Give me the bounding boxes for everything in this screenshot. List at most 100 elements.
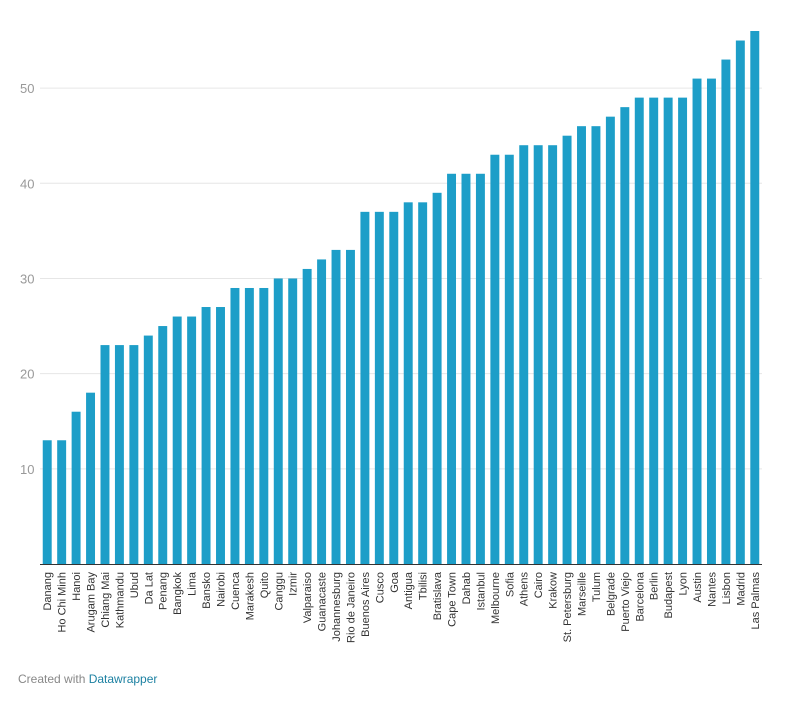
x-tick-label: Ubud <box>129 572 141 598</box>
bar <box>475 173 485 564</box>
y-tick-label: 50 <box>20 81 34 96</box>
x-tick-label: Izmir <box>288 572 300 596</box>
bar <box>331 249 341 565</box>
bar <box>129 345 139 564</box>
x-tick-label: Rio de Janeiro <box>345 572 357 643</box>
bar <box>216 307 225 564</box>
bar <box>548 145 558 564</box>
x-tick-label: Antigua <box>403 571 415 609</box>
x-tick-label: Ho Chi Minh <box>57 572 69 633</box>
bar <box>620 107 630 565</box>
x-tick-label: Berlin <box>649 572 661 600</box>
x-tick-label: Bratislava <box>432 571 444 620</box>
bar <box>490 154 500 564</box>
bar <box>461 173 471 564</box>
x-tick-label: Quito <box>259 572 271 598</box>
y-axis-ticks: 10 20 30 40 50 <box>20 81 34 477</box>
x-tick-label: Lyon <box>678 572 690 595</box>
bar <box>649 97 659 564</box>
bar <box>403 202 413 565</box>
x-tick-label: Marakesh <box>244 572 256 620</box>
x-tick-label: Johannesburg <box>331 572 343 642</box>
x-tick-label: Lisbon <box>721 572 733 604</box>
x-tick-label: Valparaiso <box>302 572 314 623</box>
bar-chart: 10 20 30 40 50 Danang Ho Chi Minh Hanoi Arugam … <box>20 31 762 643</box>
bar <box>57 440 67 564</box>
bar <box>533 145 543 564</box>
x-tick-label: St. Petersburg <box>562 572 574 642</box>
x-tick-label: Arugam Bay <box>86 572 98 633</box>
x-tick-label: Penang <box>158 572 170 610</box>
x-tick-label: Guanacaste <box>317 572 329 631</box>
x-tick-label: Chiang Mai <box>100 572 112 628</box>
x-tick-label: Barcelona <box>634 571 646 621</box>
bar <box>100 345 110 564</box>
bar <box>288 278 298 564</box>
bar <box>230 287 240 564</box>
bar <box>273 278 283 564</box>
bar <box>519 145 529 564</box>
x-tick-label: Sofia <box>504 571 516 597</box>
x-tick-label: Budapest <box>663 572 675 618</box>
bar <box>663 97 673 564</box>
bar <box>244 287 254 564</box>
bar <box>447 173 457 564</box>
x-tick-label: Kathmandu <box>114 572 126 628</box>
bar <box>42 440 52 564</box>
x-tick-label: Danang <box>42 572 54 611</box>
bar <box>345 249 355 565</box>
x-tick-label: Marseille <box>577 572 589 616</box>
y-tick-label: 20 <box>20 367 34 382</box>
bar <box>605 116 615 565</box>
footer-prefix: Created with <box>18 672 89 686</box>
x-tick-label: Las Palmas <box>750 572 762 630</box>
bar <box>634 97 644 564</box>
bar <box>721 59 731 565</box>
bar <box>71 411 81 564</box>
bar <box>317 259 327 564</box>
bar <box>562 135 572 565</box>
x-tick-label: Lima <box>187 571 199 596</box>
bar <box>143 335 153 564</box>
bar <box>86 392 96 564</box>
x-tick-label: Melbourne <box>490 572 502 624</box>
x-tick-label: Krakow <box>548 572 560 609</box>
x-tick-label: Cairo <box>533 572 545 598</box>
bar <box>360 211 370 564</box>
x-tick-label: Puerto Viejo <box>620 572 632 632</box>
x-tick-label: Istanbul <box>475 572 487 611</box>
bar <box>259 287 269 564</box>
x-tick-label: Nantes <box>706 572 718 607</box>
x-tick-label: Cuenca <box>230 571 242 610</box>
bar <box>577 126 586 564</box>
bar <box>750 31 760 564</box>
x-tick-label: Tbilisi <box>418 572 430 600</box>
x-tick-label: Cape Town <box>447 572 459 627</box>
x-tick-label: Canggu <box>273 572 285 611</box>
bar <box>389 211 399 564</box>
bar <box>187 316 197 564</box>
x-tick-label: Athens <box>519 572 531 607</box>
x-tick-label: Goa <box>389 571 401 593</box>
x-tick-label: Da Lat <box>143 572 155 604</box>
bar <box>302 268 312 564</box>
bar <box>591 126 601 564</box>
x-tick-label: Buenos Aires <box>360 572 372 637</box>
x-tick-label: Madrid <box>735 572 747 606</box>
x-tick-label: Austin <box>692 572 704 603</box>
x-tick-label: Cusco <box>374 572 386 603</box>
bar <box>735 40 745 564</box>
bar <box>158 326 168 564</box>
x-tick-label: Hanoi <box>71 572 83 601</box>
bar <box>201 307 211 564</box>
datawrapper-link[interactable]: Datawrapper <box>88 672 158 686</box>
bar <box>172 316 182 564</box>
bar <box>114 345 124 564</box>
x-tick-label: Tulum <box>591 572 603 602</box>
x-tick-label: Dahab <box>461 572 473 604</box>
x-axis-labels: Danang Ho Chi Minh Hanoi Arugam Bay Chiang M… <box>42 571 762 643</box>
x-tick-label: Belgrade <box>605 572 617 616</box>
bar <box>678 97 688 564</box>
footer-credit: Created with Datawrapper <box>18 672 157 686</box>
bar <box>418 202 428 565</box>
